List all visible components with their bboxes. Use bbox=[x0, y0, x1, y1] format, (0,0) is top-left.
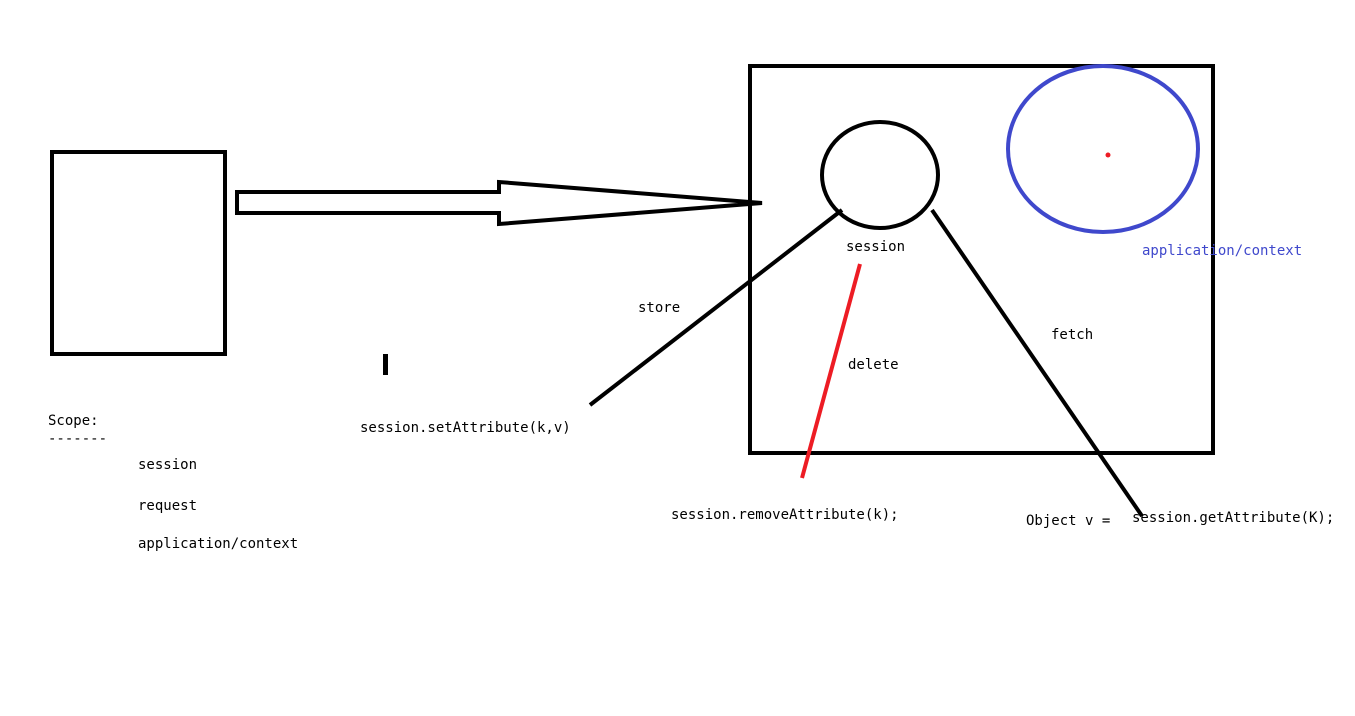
session-label: session bbox=[846, 239, 906, 255]
scope-item-application-context: application/context bbox=[138, 536, 299, 552]
get-attribute-label: session.getAttribute(K); bbox=[1132, 510, 1335, 526]
fetch-label: fetch bbox=[1051, 327, 1094, 343]
session-circle bbox=[820, 120, 940, 230]
object-v-label: Object v = bbox=[1026, 513, 1111, 529]
application-context-label: application/context bbox=[1142, 243, 1303, 259]
scope-title: Scope: bbox=[48, 413, 99, 429]
remove-attribute-label: session.removeAttribute(k); bbox=[671, 507, 899, 523]
delete-line bbox=[800, 263, 862, 479]
set-attribute-label: session.setAttribute(k,v) bbox=[360, 420, 571, 436]
application-context-circle bbox=[1006, 64, 1200, 234]
store-label: store bbox=[638, 300, 681, 316]
delete-label: delete bbox=[848, 357, 899, 373]
client-box bbox=[50, 150, 227, 356]
scope-underline: ------- bbox=[48, 431, 108, 447]
request-arrow bbox=[235, 179, 763, 227]
scope-item-request: request bbox=[138, 498, 198, 514]
server-box bbox=[748, 64, 1215, 455]
small-mark bbox=[383, 354, 388, 375]
fetch-line bbox=[930, 208, 1144, 518]
application-center-dot bbox=[1105, 152, 1111, 158]
scope-item-session: session bbox=[138, 457, 198, 473]
store-line bbox=[588, 208, 844, 407]
